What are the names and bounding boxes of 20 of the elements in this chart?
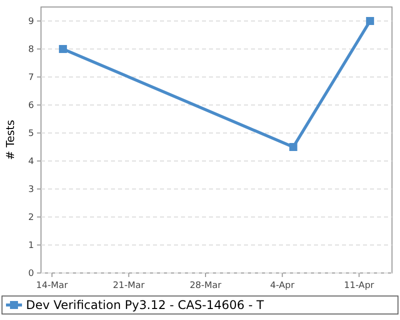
point <box>366 17 374 25</box>
y-tick-label: 2 <box>28 213 34 224</box>
y-tick-label: 9 <box>28 17 34 28</box>
y-tick-label: 5 <box>28 129 34 140</box>
x-tick-label: 28-Mar <box>190 281 222 291</box>
x-tick-label: 4-Apr <box>270 281 295 291</box>
y-tick-label: 6 <box>28 101 34 112</box>
point <box>289 143 298 151</box>
y-axis-title: # Tests <box>4 120 17 160</box>
y-tick-label: 7 <box>28 73 34 84</box>
x-tick-label: 14-Mar <box>36 281 68 291</box>
legend-label: Dev Verification Py3.12 - CAS-14606 - T <box>26 298 264 312</box>
y-tick-label: 3 <box>28 185 34 196</box>
x-tick-label: 21-Mar <box>112 281 145 291</box>
x-tick-label: 11-Apr <box>344 281 374 291</box>
y-tick-label: 4 <box>28 157 34 168</box>
y-tick-label: 0 <box>28 269 34 280</box>
point <box>58 45 67 53</box>
y-tick-label: 8 <box>28 45 34 56</box>
y-tick-label: 1 <box>28 241 34 252</box>
